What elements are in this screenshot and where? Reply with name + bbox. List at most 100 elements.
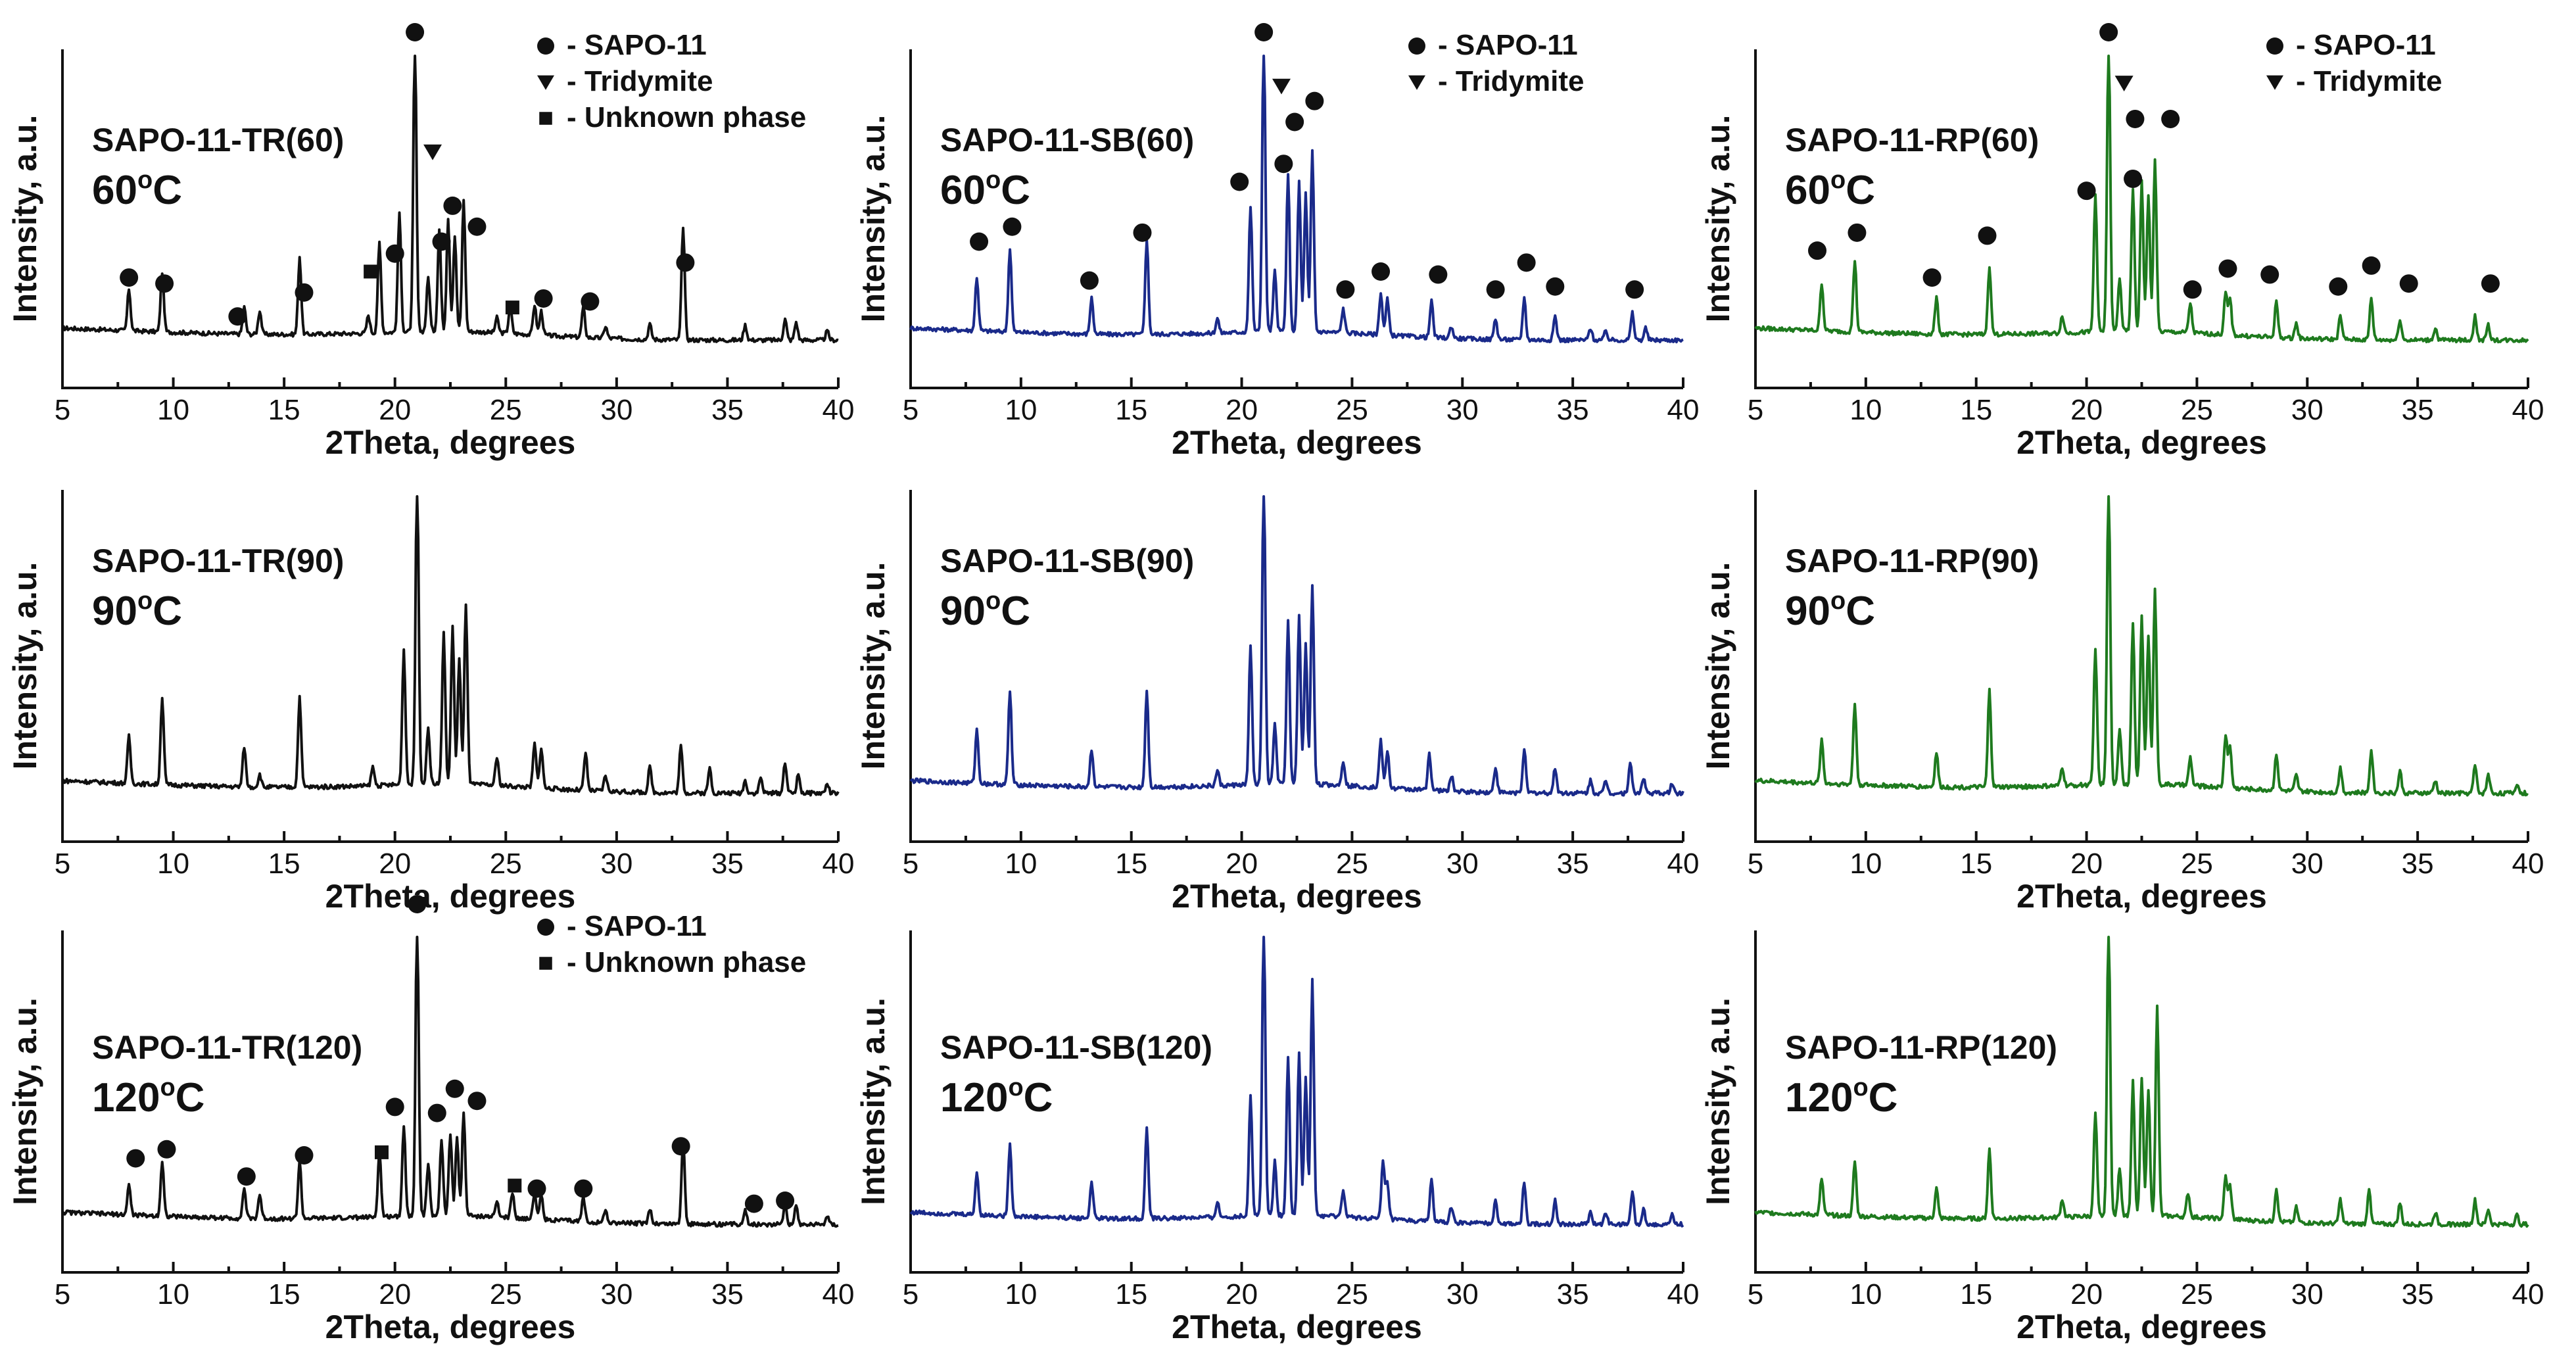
- phase-marker-circle: [443, 196, 462, 215]
- x-tick-label: 10: [157, 394, 189, 426]
- sample-label: SAPO-11-TR(60): [92, 122, 344, 158]
- x-axis-title: 2Theta, degrees: [325, 1309, 576, 1345]
- phase-marker-circle: [1254, 23, 1274, 41]
- phase-marker-circle: [120, 268, 139, 287]
- phase-marker-triangle: [1272, 78, 1291, 95]
- phase-marker-circle: [157, 1140, 176, 1159]
- sample-label: SAPO-11-RP(60): [1785, 122, 2039, 158]
- legend-label: - SAPO-11: [567, 29, 707, 61]
- sample-label: SAPO-11-TR(90): [92, 542, 344, 579]
- phase-marker-circle: [126, 1149, 145, 1168]
- xrd-trace: [62, 55, 839, 344]
- phase-marker-circle: [1080, 271, 1099, 290]
- phase-marker-circle: [1486, 280, 1505, 299]
- phase-marker-circle: [2481, 274, 2500, 293]
- phase-marker-triangle: [423, 144, 442, 160]
- legend-label: - Tridymite: [1438, 65, 1585, 97]
- x-tick-label: 35: [2402, 848, 2434, 880]
- phase-marker-circle: [2329, 277, 2348, 296]
- x-tick-label: 25: [2181, 1278, 2213, 1311]
- phase-marker-circle: [1274, 155, 1293, 174]
- legend-label: - SAPO-11: [1438, 29, 1578, 61]
- x-tick-label: 40: [1667, 1278, 1700, 1311]
- x-tick-label: 25: [1336, 848, 1368, 880]
- x-axis-title: 2Theta, degrees: [325, 424, 576, 461]
- x-tick-label: 20: [1226, 1278, 1258, 1311]
- xrd-panel-sb-90: 5 10 15 20 25 30 35 40 2Theta, degrees Intensity,…: [855, 490, 1699, 915]
- x-tick-label: 25: [2181, 848, 2213, 880]
- temperature-label: 120oC: [940, 1074, 1053, 1120]
- temperature-label: 120oC: [1785, 1074, 1897, 1120]
- x-tick-label: 20: [379, 848, 411, 880]
- x-tick-label: 15: [268, 848, 300, 880]
- legend-label: - Tridymite: [567, 65, 713, 97]
- x-tick-label: 35: [711, 1278, 744, 1311]
- phase-marker-circle: [1285, 112, 1304, 132]
- x-tick-label: 5: [1748, 1278, 1763, 1311]
- x-axis-title: 2Theta, degrees: [1172, 878, 1422, 915]
- phase-marker-square: [364, 264, 378, 279]
- x-tick-label: 10: [1005, 1278, 1037, 1311]
- xrd-trace: [1754, 495, 2529, 797]
- x-tick-label: 15: [1115, 1278, 1147, 1311]
- y-axis-title: Intensity, a.u.: [7, 115, 43, 323]
- legend-marker-circle: [1408, 37, 1425, 55]
- x-tick-label: 40: [2512, 1278, 2544, 1311]
- phase-marker-circle: [1336, 280, 1355, 299]
- x-tick-label: 15: [1115, 848, 1147, 880]
- x-tick-label: 15: [1960, 394, 1992, 426]
- x-tick-label: 20: [379, 394, 411, 426]
- x-tick-label: 40: [823, 394, 855, 426]
- phase-marker-circle: [574, 1179, 593, 1198]
- phase-marker-circle: [1848, 223, 1867, 242]
- xrd-trace: [62, 936, 839, 1228]
- phase-marker-circle: [744, 1194, 763, 1213]
- legend-marker-circle: [537, 919, 554, 936]
- legend-marker-triangle: [1408, 75, 1425, 90]
- phase-marker-circle: [1978, 226, 1997, 245]
- x-tick-label: 30: [2291, 1278, 2324, 1311]
- x-tick-label: 20: [1226, 848, 1258, 880]
- x-tick-label: 30: [2291, 848, 2324, 880]
- x-axis-title: 2Theta, degrees: [2016, 1309, 2267, 1345]
- x-tick-label: 30: [600, 394, 632, 426]
- phase-marker-circle: [671, 1137, 690, 1156]
- y-axis-title: Intensity, a.u.: [855, 115, 892, 323]
- temperature-label: 90oC: [92, 587, 182, 634]
- x-tick-label: 40: [823, 848, 855, 880]
- x-tick-label: 35: [1557, 394, 1589, 426]
- phase-marker-circle: [2099, 23, 2118, 41]
- x-tick-label: 5: [903, 848, 918, 880]
- x-tick-label: 5: [903, 394, 918, 426]
- x-tick-label: 15: [268, 394, 300, 426]
- y-axis-title: Intensity, a.u.: [1700, 115, 1736, 323]
- phase-marker-circle: [406, 23, 425, 41]
- y-axis-title: Intensity, a.u.: [1700, 998, 1736, 1205]
- phase-marker-circle: [1305, 91, 1324, 110]
- x-tick-label: 10: [1005, 394, 1037, 426]
- phase-marker-circle: [445, 1079, 464, 1098]
- phase-marker-circle: [676, 253, 695, 272]
- x-tick-label: 5: [1748, 848, 1763, 880]
- phase-marker-circle: [295, 283, 314, 302]
- x-tick-label: 35: [1557, 848, 1589, 880]
- x-tick-label: 40: [2512, 394, 2544, 426]
- legend-marker-triangle: [537, 75, 554, 90]
- axes-frame: [61, 49, 838, 389]
- y-axis-title: Intensity, a.u.: [7, 562, 43, 770]
- y-axis-title: Intensity, a.u.: [1700, 562, 1736, 770]
- x-axis-title: 2Theta, degrees: [325, 878, 576, 915]
- xrd-trace: [909, 495, 1684, 797]
- x-tick-label: 25: [2181, 394, 2213, 426]
- temperature-label: 60oC: [1785, 166, 1875, 213]
- y-axis-title: Intensity, a.u.: [7, 998, 43, 1205]
- phase-marker-square: [505, 301, 519, 315]
- phase-marker-circle: [1517, 253, 1536, 272]
- x-tick-label: 20: [1226, 394, 1258, 426]
- phase-marker-circle: [467, 1092, 487, 1111]
- legend-marker-triangle: [2266, 75, 2283, 90]
- phase-marker-circle: [228, 307, 247, 326]
- x-tick-label: 5: [903, 1278, 918, 1311]
- x-tick-label: 40: [1667, 394, 1700, 426]
- x-tick-label: 10: [1849, 1278, 1882, 1311]
